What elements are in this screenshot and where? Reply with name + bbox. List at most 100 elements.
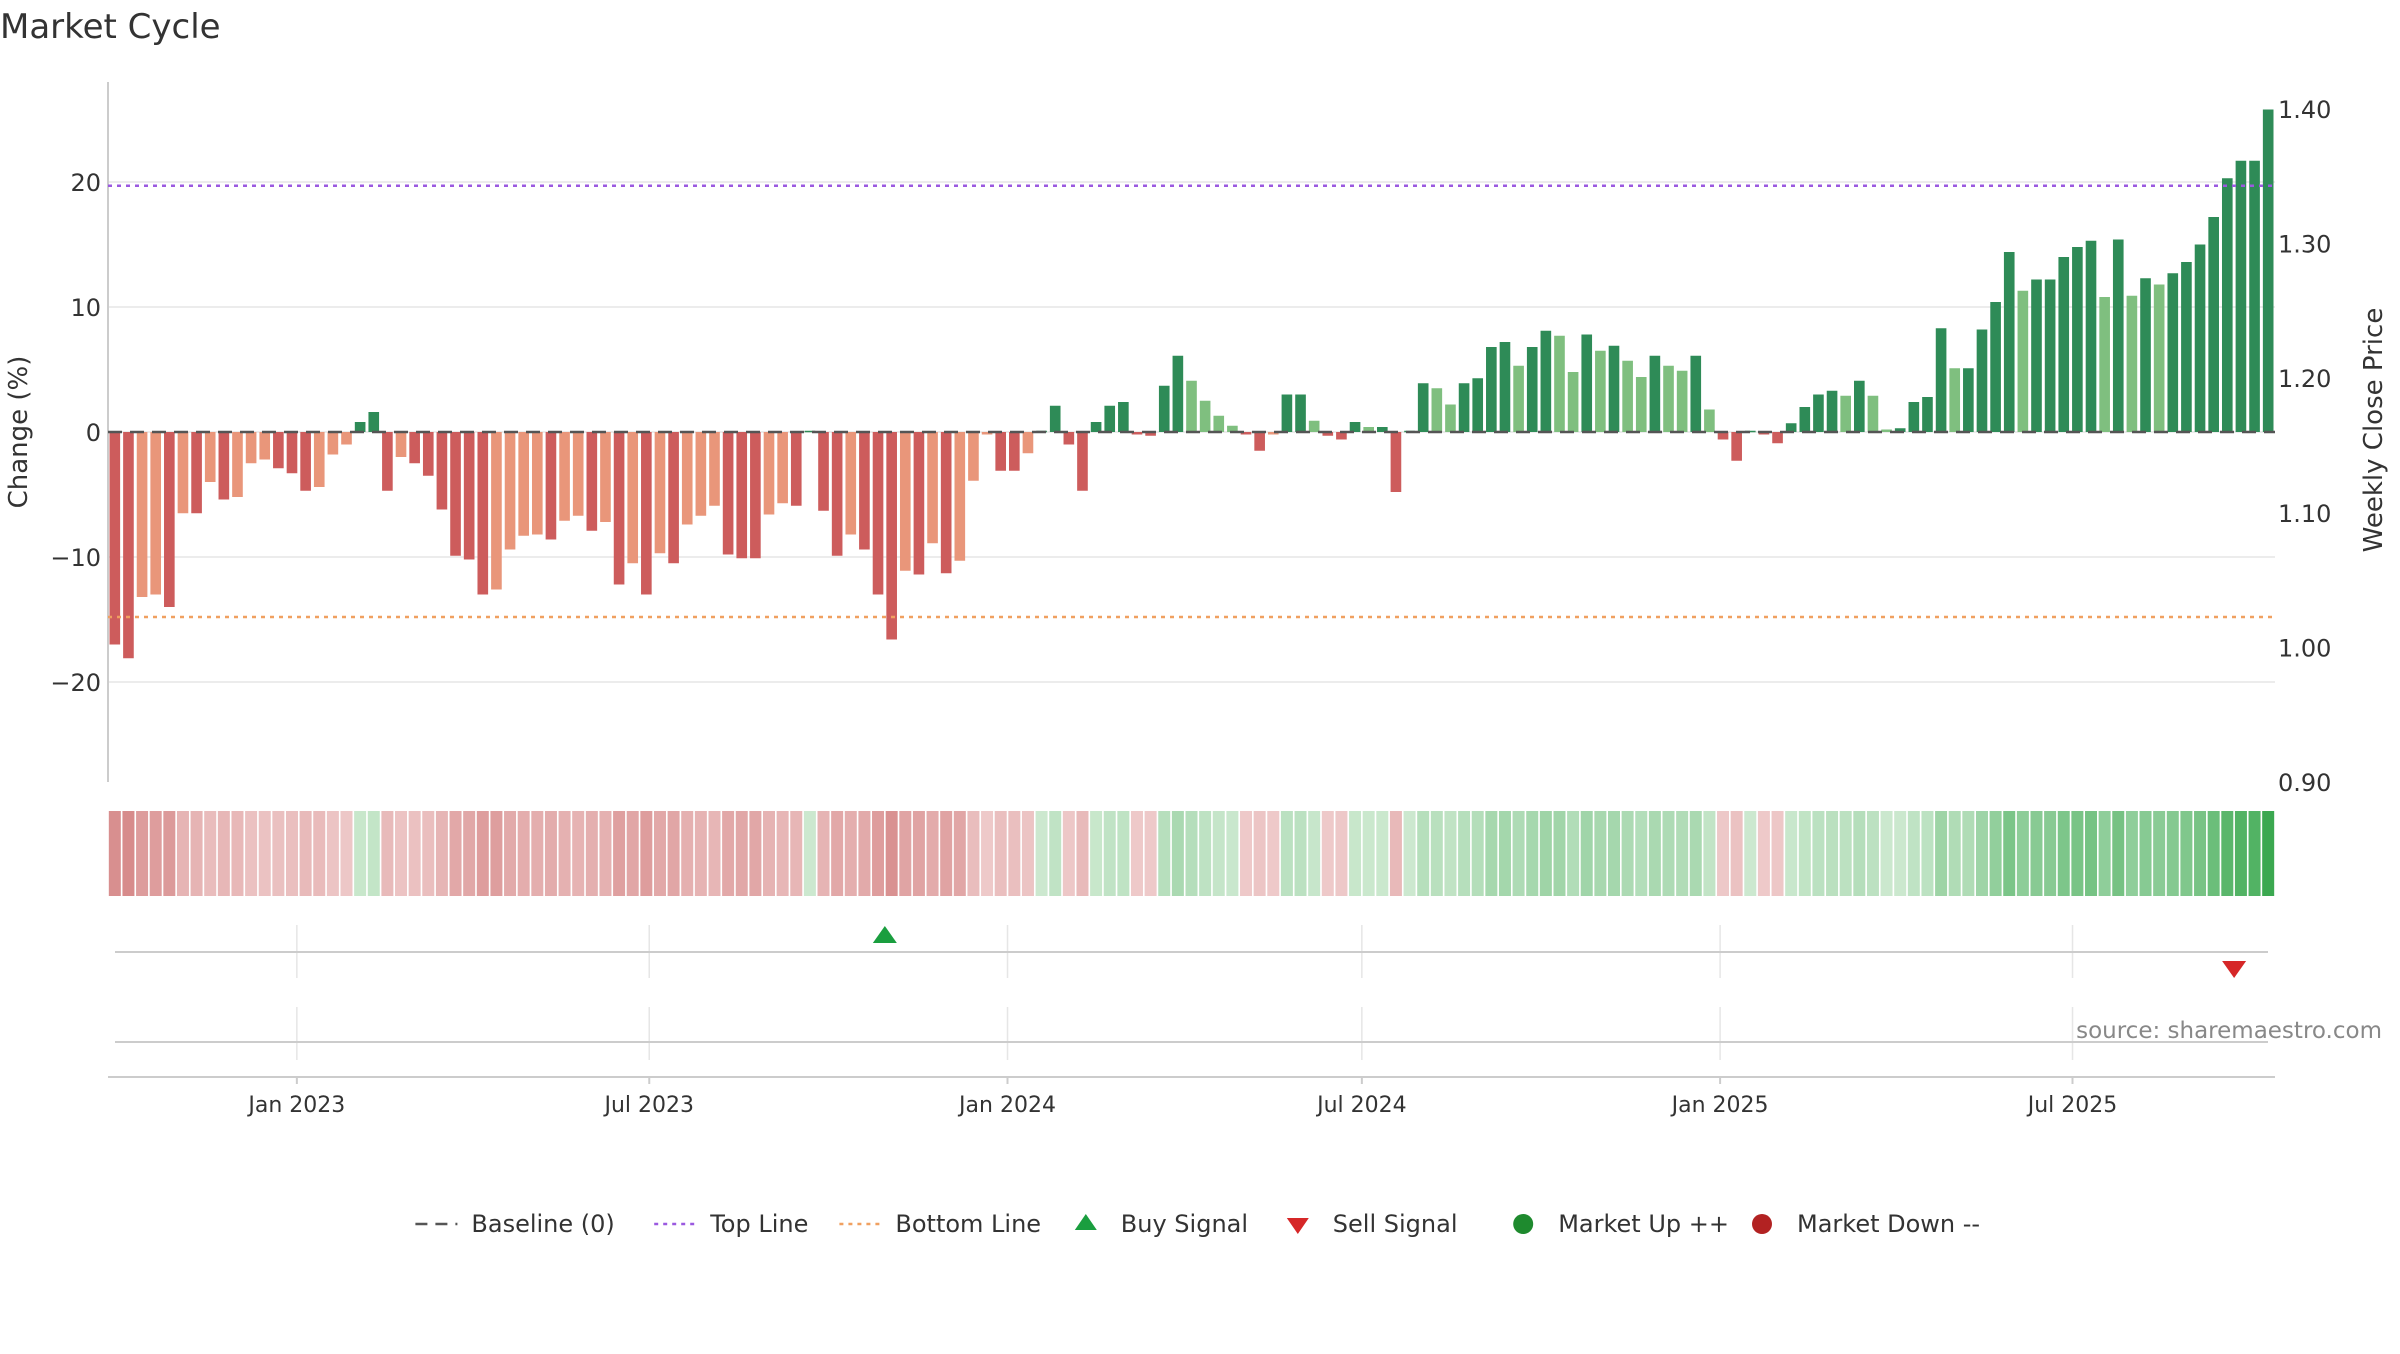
- heat-cell: [1580, 811, 1593, 896]
- heat-cell: [2112, 811, 2125, 896]
- legend: Baseline (0) Top Line Bottom Line Buy Signa…: [415, 1210, 1980, 1238]
- heat-cell: [1226, 811, 1239, 896]
- change-bar: [2167, 273, 2179, 432]
- change-bar: [531, 432, 543, 535]
- heat-cell: [1021, 811, 1034, 896]
- change-bar: [300, 432, 311, 491]
- legend-label: Baseline (0): [471, 1210, 614, 1238]
- x-tick-label: Jan 2025: [1670, 1093, 1769, 1118]
- change-bar: [1881, 429, 1892, 432]
- heat-cell: [1703, 811, 1716, 896]
- heat-cell: [1771, 811, 1784, 896]
- change-bar: [2099, 297, 2110, 432]
- change-bar: [981, 432, 993, 435]
- change-bar: [722, 432, 734, 555]
- heat-cell: [1117, 811, 1130, 896]
- heat-cell: [899, 811, 912, 896]
- change-bar: [1581, 334, 1593, 432]
- heat-cell: [2194, 811, 2207, 896]
- change-bar: [177, 432, 189, 514]
- heat-cell: [2071, 811, 2084, 896]
- heat-cell: [1444, 811, 1457, 896]
- legend-item-market-up: Market Up ++: [1513, 1210, 1729, 1238]
- heat-cell: [1349, 811, 1362, 896]
- heat-cell: [872, 811, 885, 896]
- change-bar: [709, 432, 720, 506]
- buy-signal-marker: [872, 926, 897, 943]
- heat-cell: [1049, 811, 1062, 896]
- heat-cell: [763, 811, 775, 896]
- change-bar: [2194, 244, 2206, 432]
- heat-cell: [926, 811, 939, 896]
- heat-cell: [1962, 811, 1975, 896]
- change-bar: [1867, 395, 1879, 432]
- heat-cell: [858, 811, 871, 896]
- change-bar: [1322, 432, 1334, 436]
- change-bar: [968, 432, 979, 481]
- heat-cell: [1839, 811, 1852, 896]
- change-bar: [2262, 109, 2274, 432]
- heat-cell: [953, 811, 966, 896]
- heat-cell: [2207, 811, 2220, 896]
- heat-cell: [967, 811, 980, 896]
- change-bar: [1540, 330, 1552, 432]
- heat-cell: [1062, 811, 1075, 896]
- heat-cell: [2003, 811, 2016, 896]
- change-bar: [2017, 290, 2029, 432]
- change-bar: [1963, 368, 1974, 432]
- heat-cell: [1485, 811, 1498, 896]
- heat-cell: [1267, 811, 1280, 896]
- x-tick-label: Jan 2024: [957, 1093, 1056, 1118]
- change-bar: [1281, 394, 1293, 432]
- heat-cell: [190, 811, 203, 896]
- change-bar: [736, 432, 748, 559]
- change-bar: [1744, 430, 1756, 433]
- left-tick-label: 20: [70, 169, 101, 197]
- change-bar: [1213, 415, 1225, 432]
- change-bar: [218, 432, 230, 500]
- heat-cell: [544, 811, 557, 896]
- heat-cell: [245, 811, 258, 896]
- heat-cell: [1635, 811, 1648, 896]
- heat-cell: [817, 811, 830, 896]
- change-bar: [818, 432, 829, 511]
- change-bar: [1826, 390, 1838, 432]
- heat-cell: [994, 811, 1007, 896]
- change-bar: [899, 432, 911, 571]
- heat-cell: [1526, 811, 1539, 896]
- heat-cell: [1975, 811, 1988, 896]
- change-bar: [1009, 432, 1020, 471]
- change-bar: [1690, 355, 1702, 432]
- change-bar: [1595, 350, 1606, 432]
- heat-strip: [108, 811, 2275, 896]
- heat-cell: [1294, 811, 1307, 896]
- change-bar: [1295, 394, 1306, 432]
- heat-cell: [1621, 811, 1634, 896]
- heat-cell: [340, 811, 353, 896]
- right-tick-label: 1.30: [2278, 231, 2331, 259]
- change-bar: [1186, 380, 1197, 432]
- heat-cell: [626, 811, 639, 896]
- change-bar: [1472, 378, 1484, 432]
- heat-cell: [2153, 811, 2166, 896]
- heat-cell: [1130, 811, 1143, 896]
- legend-market-up-swatch: [1513, 1214, 1534, 1234]
- heat-cell: [1212, 811, 1225, 896]
- heat-cell: [435, 811, 448, 896]
- change-bar: [1049, 405, 1061, 432]
- change-bar: [1104, 405, 1116, 432]
- change-bar: [1813, 394, 1824, 432]
- change-bar: [463, 432, 475, 560]
- left-tick-label: 10: [70, 294, 101, 322]
- change-bar: [750, 432, 761, 559]
- heat-cell: [476, 811, 489, 896]
- legend-label: Sell Signal: [1333, 1210, 1458, 1238]
- change-bar: [273, 432, 284, 469]
- legend-label: Market Down --: [1797, 1210, 1980, 1238]
- heat-cell: [667, 811, 680, 896]
- heat-cell: [149, 811, 162, 896]
- change-bar: [1935, 328, 1947, 432]
- heat-cell: [790, 811, 803, 896]
- change-bar: [422, 432, 434, 476]
- change-bar: [2003, 252, 2015, 432]
